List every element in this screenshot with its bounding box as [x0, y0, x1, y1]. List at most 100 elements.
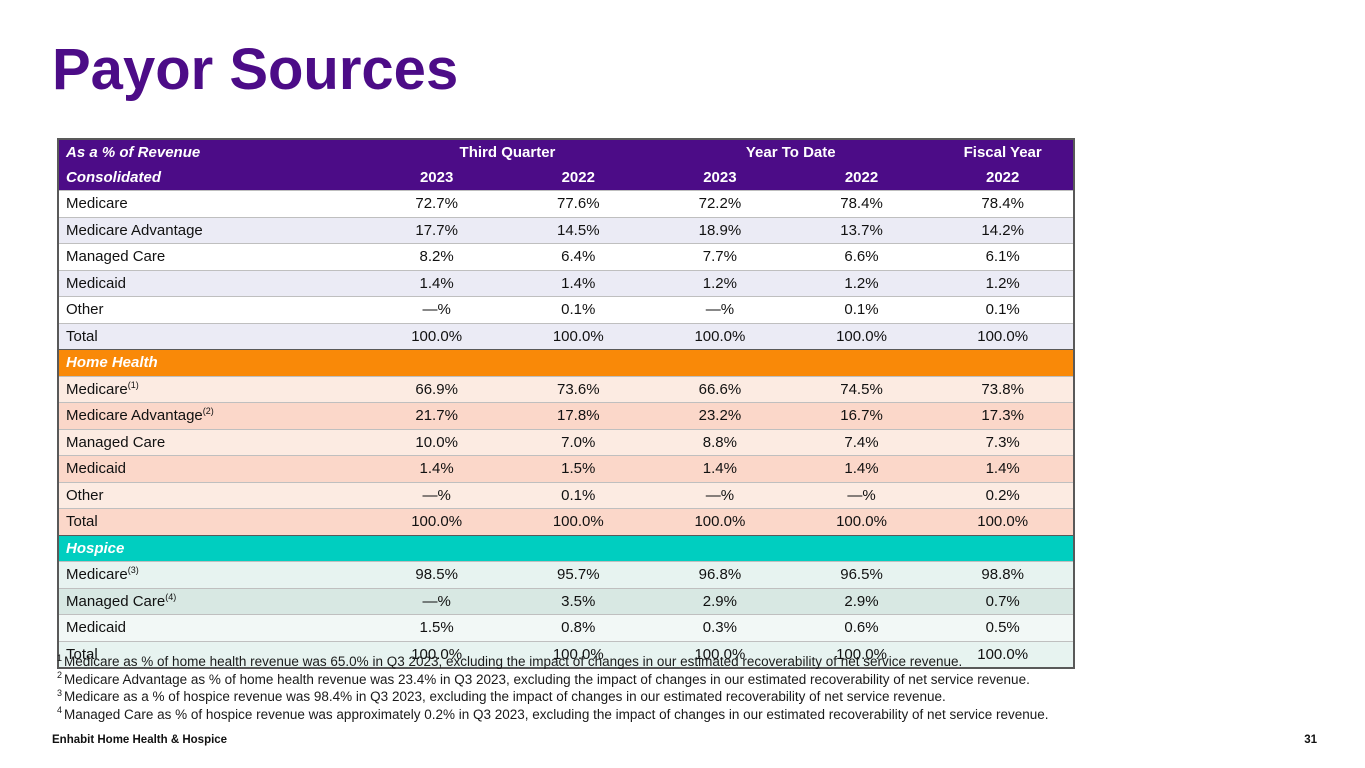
- cell-value: 2.9%: [790, 587, 933, 615]
- cell-value: —%: [365, 481, 508, 509]
- cell-value: 1.5%: [365, 614, 508, 641]
- header-year-q3-2023: 2023: [365, 165, 508, 191]
- table-row: Medicare(3) 98.5% 95.7% 96.8% 96.5% 98.8%: [58, 561, 1074, 588]
- section-header-label: Home Health: [58, 349, 1074, 376]
- cell-value: 0.2%: [932, 481, 1074, 509]
- row-label-footnote-ref: (4): [165, 591, 177, 602]
- cell-value: 74.5%: [790, 375, 933, 403]
- cell-value: 100.0%: [507, 508, 650, 535]
- table-row: Medicaid 1.4% 1.4% 1.2% 1.2% 1.2%: [58, 269, 1074, 297]
- table-header-row-groups: As a % of Revenue Third Quarter Year To …: [58, 139, 1074, 165]
- table-row: Medicare Advantage(2) 21.7% 17.8% 23.2% 16.7…: [58, 402, 1074, 429]
- cell-value: 8.8%: [649, 428, 791, 456]
- row-label: Medicaid: [58, 455, 366, 482]
- table-row: Managed Care(4) —% 3.5% 2.9% 2.9% 0.7%: [58, 587, 1074, 615]
- cell-value: 21.7%: [365, 402, 508, 429]
- cell-value: 16.7%: [790, 402, 933, 429]
- table-row: Medicare 72.7% 77.6% 72.2% 78.4% 78.4%: [58, 190, 1074, 217]
- cell-value: 10.0%: [365, 428, 508, 456]
- cell-value: 1.5%: [507, 455, 650, 482]
- cell-value: 1.2%: [790, 269, 933, 297]
- row-label: Managed Care: [58, 428, 366, 456]
- row-label: Managed Care(4): [58, 587, 366, 615]
- cell-value: 100.0%: [365, 322, 508, 350]
- table-header: As a % of Revenue Third Quarter Year To …: [58, 139, 1074, 191]
- cell-value: 100.0%: [932, 508, 1074, 535]
- footnote: 3 Medicare as a % of hospice revenue was …: [57, 687, 946, 704]
- cell-value: —%: [365, 296, 508, 323]
- row-label: Other: [58, 296, 366, 323]
- section-header-row-hospice: Hospice: [58, 534, 1074, 562]
- header-as-percent-of-revenue: As a % of Revenue: [58, 139, 366, 165]
- cell-value: 3.5%: [507, 587, 650, 615]
- cell-value: 96.8%: [649, 561, 791, 588]
- cell-value: 77.6%: [507, 190, 650, 217]
- cell-value: 95.7%: [507, 561, 650, 588]
- row-label: Medicare(3): [58, 561, 366, 588]
- footnote-number: 1: [57, 652, 63, 663]
- table-body: Medicare 72.7% 77.6% 72.2% 78.4% 78.4% Medicar…: [58, 190, 1074, 668]
- section-header-label: Hospice: [58, 534, 1074, 562]
- cell-value: 7.7%: [649, 243, 791, 270]
- header-year-q3-2022: 2022: [507, 165, 650, 191]
- cell-value: 100.0%: [932, 322, 1074, 350]
- header-year-ytd-2022: 2022: [790, 165, 933, 191]
- cell-value: 6.4%: [507, 243, 650, 270]
- footnote: 1 Medicare as % of home health revenue wa…: [57, 652, 963, 669]
- cell-value: 17.8%: [507, 402, 650, 429]
- cell-value: 6.1%: [932, 243, 1074, 270]
- cell-value: 100.0%: [649, 322, 791, 350]
- cell-value: —%: [649, 296, 791, 323]
- cell-value: 98.8%: [932, 561, 1074, 588]
- row-label: Total: [58, 322, 366, 350]
- table-header-row-years: Consolidated 2023 2022 2023 2022 2022: [58, 165, 1074, 191]
- cell-value: 100.0%: [365, 508, 508, 535]
- row-label: Medicare: [58, 190, 366, 217]
- cell-value: 66.6%: [649, 375, 791, 403]
- row-label: Total: [58, 640, 366, 668]
- cell-value: 100.0%: [790, 322, 933, 350]
- cell-value: 18.9%: [649, 216, 791, 244]
- row-label: Medicaid: [58, 269, 366, 297]
- cell-value: 0.8%: [507, 614, 650, 641]
- cell-value: 1.4%: [932, 455, 1074, 482]
- cell-value: 1.4%: [790, 455, 933, 482]
- footnote: 2 Medicare Advantage as % of home health …: [57, 670, 1030, 687]
- cell-value: 6.6%: [790, 243, 933, 270]
- header-consolidated: Consolidated: [58, 165, 366, 191]
- cell-value: 2.9%: [649, 587, 791, 615]
- table-row: Medicare Advantage 17.7% 14.5% 18.9% 13.7% 14…: [58, 216, 1074, 244]
- table-row: Managed Care 8.2% 6.4% 7.7% 6.6% 6.1%: [58, 243, 1074, 270]
- cell-value: 0.3%: [649, 614, 791, 641]
- footnotes: 1 Medicare as % of home health revenue wa…: [57, 653, 1177, 723]
- row-label: Other: [58, 481, 366, 509]
- page-title: Payor Sources: [52, 37, 459, 102]
- cell-value: 0.1%: [507, 481, 650, 509]
- footnote-number: 4: [57, 705, 63, 715]
- cell-value: 100.0%: [649, 640, 791, 668]
- cell-value: 78.4%: [790, 190, 933, 217]
- footer-company-name: Enhabit Home Health & Hospice: [52, 734, 228, 746]
- table-row: Total 100.0% 100.0% 100.0% 100.0% 100.0%: [58, 508, 1074, 535]
- table-row: Total 100.0% 100.0% 100.0% 100.0% 100.0%: [58, 322, 1074, 350]
- row-label: Medicare Advantage: [58, 216, 366, 244]
- cell-value: 100.0%: [507, 322, 650, 350]
- page-number: 31: [1304, 734, 1317, 746]
- table-row: Medicaid 1.5% 0.8% 0.3% 0.6% 0.5%: [58, 614, 1074, 641]
- footnote: 4 Managed Care as % of hospice revenue wa…: [57, 705, 1049, 722]
- cell-value: 72.2%: [649, 190, 791, 217]
- table-row: Other —% 0.1% —% —% 0.2%: [58, 481, 1074, 509]
- header-year-fy-2022: 2022: [932, 165, 1074, 191]
- cell-value: 1.4%: [365, 455, 508, 482]
- row-label: Managed Care: [58, 243, 366, 270]
- cell-value: 100.0%: [507, 640, 650, 668]
- row-label: Medicare Advantage(2): [58, 402, 366, 429]
- cell-value: 1.4%: [507, 269, 650, 297]
- row-label: Medicare(1): [58, 375, 366, 403]
- table-row: Other —% 0.1% —% 0.1% 0.1%: [58, 296, 1074, 323]
- cell-value: 0.7%: [932, 587, 1074, 615]
- cell-value: 100.0%: [649, 508, 791, 535]
- cell-value: 17.3%: [932, 402, 1074, 429]
- cell-value: 96.5%: [790, 561, 933, 588]
